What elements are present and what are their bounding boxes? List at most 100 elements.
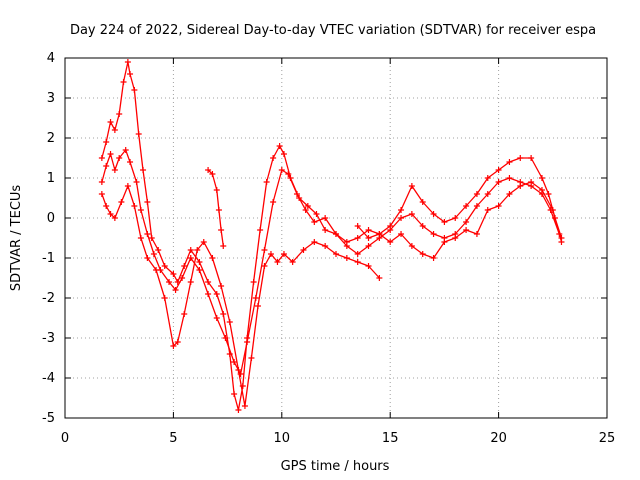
data-point-marker: [430, 211, 437, 217]
series-line: [101, 149, 560, 375]
data-point-marker: [495, 179, 502, 185]
data-point-marker: [257, 227, 264, 233]
data-point-marker: [174, 339, 181, 345]
series-track-1: [98, 59, 565, 413]
data-point-marker: [452, 215, 459, 221]
data-point-marker: [103, 163, 110, 169]
data-point-marker: [179, 275, 186, 281]
series-track-4: [354, 179, 565, 261]
data-point-marker: [365, 263, 372, 269]
data-point-marker: [261, 263, 268, 269]
data-point-marker: [419, 251, 426, 257]
data-point-marker: [137, 235, 144, 241]
data-point-marker: [107, 211, 114, 217]
data-point-marker: [107, 119, 114, 125]
y-tick-label: -4: [42, 371, 55, 386]
data-point-marker: [365, 227, 372, 233]
data-point-marker: [430, 231, 437, 237]
data-point-marker: [181, 263, 188, 269]
data-point-marker: [538, 175, 545, 181]
data-point-marker: [153, 267, 160, 273]
data-point-marker: [127, 71, 134, 77]
data-point-marker: [118, 199, 125, 205]
data-point-marker: [244, 339, 251, 345]
data-point-marker: [116, 111, 123, 117]
data-point-marker: [250, 279, 257, 285]
data-point-marker: [205, 279, 212, 285]
data-point-marker: [333, 251, 339, 257]
data-point-marker: [144, 231, 151, 237]
data-point-marker: [280, 151, 287, 157]
data-point-marker: [131, 87, 138, 93]
data-point-marker: [213, 187, 220, 193]
data-point-marker: [549, 207, 556, 213]
data-point-marker: [365, 235, 372, 241]
data-point-marker: [463, 219, 470, 225]
data-point-marker: [226, 319, 233, 325]
series-line: [207, 169, 224, 247]
series-layer: [98, 59, 565, 413]
data-point-marker: [293, 191, 300, 197]
tick-label-layer: 0 5 10 15 20 25 -5 -4 -3 -2 -1 0 1 2 3 4: [42, 51, 615, 446]
data-point-marker: [343, 255, 350, 261]
data-point-marker: [484, 191, 491, 197]
data-point-marker: [463, 203, 470, 209]
data-point-marker: [333, 231, 339, 237]
data-point-marker: [144, 255, 151, 261]
data-point-marker: [150, 251, 157, 257]
y-axis-label: SDTVAR / TECUs: [9, 185, 24, 292]
data-point-marker: [517, 155, 524, 161]
data-point-marker: [313, 211, 320, 217]
data-point-marker: [116, 155, 123, 161]
data-point-marker: [387, 227, 394, 233]
data-point-marker: [187, 247, 194, 253]
y-tick-label: 3: [47, 91, 55, 106]
data-point-marker: [261, 247, 268, 253]
data-point-marker: [280, 251, 287, 257]
data-point-marker: [120, 79, 127, 85]
data-point-marker: [161, 295, 168, 301]
data-point-marker: [98, 155, 105, 161]
data-point-marker: [127, 159, 134, 165]
data-point-marker: [124, 59, 131, 65]
data-point-marker: [161, 263, 168, 269]
x-tick-label: 10: [274, 431, 291, 446]
data-point-marker: [285, 171, 292, 177]
data-point-marker: [235, 367, 242, 373]
data-point-marker: [187, 255, 194, 261]
data-point-marker: [133, 179, 140, 185]
data-point-marker: [263, 179, 270, 185]
data-point-marker: [419, 199, 426, 205]
data-point-marker: [376, 275, 383, 281]
data-point-marker: [528, 179, 535, 185]
data-point-marker: [506, 191, 513, 197]
data-point-marker: [194, 247, 201, 253]
data-point-marker: [302, 207, 309, 213]
data-point-marker: [187, 279, 194, 285]
x-tick-label: 5: [169, 431, 177, 446]
data-point-marker: [170, 343, 177, 349]
data-point-marker: [155, 247, 162, 253]
x-tick-label: 0: [61, 431, 69, 446]
data-point-marker: [107, 151, 114, 157]
data-point-marker: [408, 211, 415, 217]
data-point-marker: [276, 143, 283, 149]
data-point-marker: [495, 203, 502, 209]
data-point-marker: [473, 203, 480, 209]
data-point-marker: [419, 223, 426, 229]
data-point-marker: [166, 279, 173, 285]
y-tick-label: 2: [47, 131, 55, 146]
data-point-marker: [181, 311, 188, 317]
x-tick-label: 25: [599, 431, 616, 446]
data-point-marker: [441, 239, 448, 245]
y-tick-label: -2: [42, 291, 55, 306]
data-point-marker: [398, 231, 405, 237]
grid-layer: [65, 58, 607, 418]
y-tick-label: 1: [47, 171, 55, 186]
series-line: [357, 181, 563, 259]
data-point-marker: [322, 215, 329, 221]
data-point-marker: [408, 183, 415, 189]
data-point-marker: [235, 407, 242, 413]
data-point-marker: [111, 215, 118, 221]
